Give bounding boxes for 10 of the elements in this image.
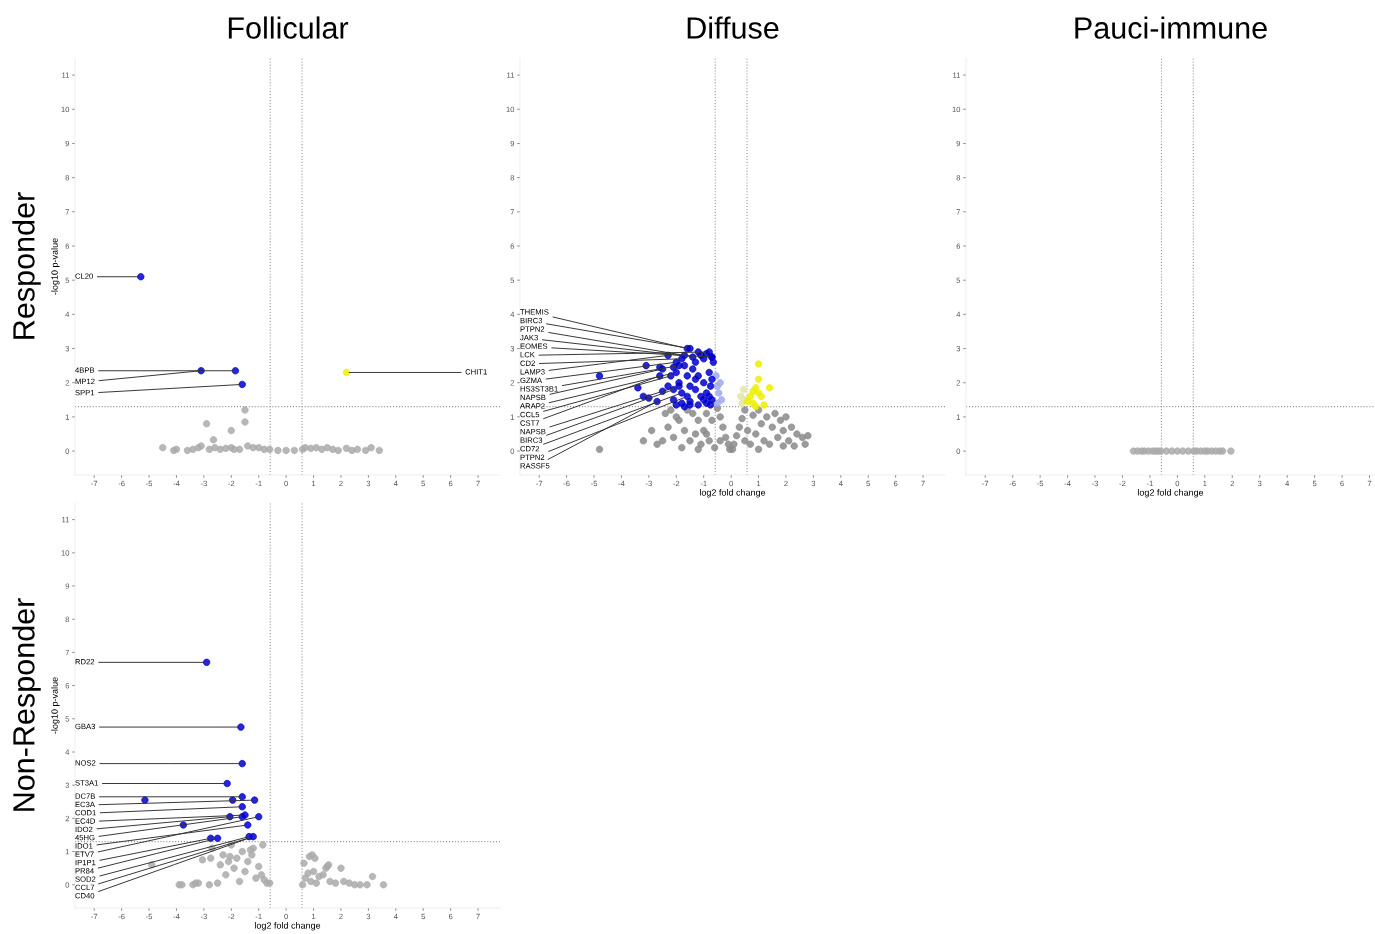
- text: Responder: [12, 192, 41, 339]
- chart-title: Pauci-immune: [1075, 16, 1267, 39]
- text: Non-Responder: [12, 598, 41, 811]
- y-axis-title: -log10 p-value: [51, 238, 60, 295]
- y-axis-title: -log10 p-value: [51, 677, 60, 734]
- x-axis-title: log2 fold change: [254, 922, 321, 931]
- chart-title: Follicular: [228, 16, 349, 39]
- chart-title: Diffuse: [687, 16, 779, 39]
- x-axis-title: log2 fold change: [699, 489, 766, 498]
- x-axis-title: log2 fold change: [1137, 489, 1204, 498]
